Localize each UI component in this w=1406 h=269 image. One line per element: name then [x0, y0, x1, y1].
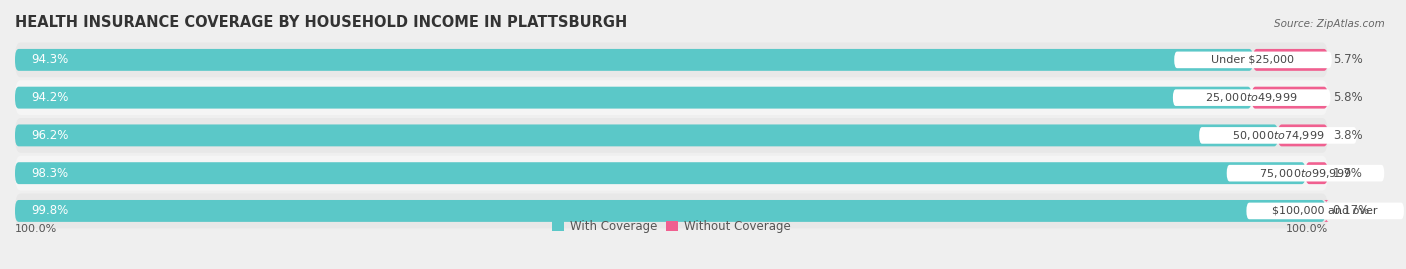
Text: 1.7%: 1.7%: [1333, 167, 1362, 180]
Text: 5.7%: 5.7%: [1333, 53, 1362, 66]
FancyBboxPatch shape: [15, 49, 1253, 71]
Text: 94.2%: 94.2%: [31, 91, 67, 104]
Text: 3.8%: 3.8%: [1333, 129, 1362, 142]
FancyBboxPatch shape: [15, 162, 1306, 184]
FancyBboxPatch shape: [1251, 87, 1327, 109]
Text: Source: ZipAtlas.com: Source: ZipAtlas.com: [1274, 19, 1385, 29]
FancyBboxPatch shape: [1278, 125, 1327, 146]
Text: 5.8%: 5.8%: [1333, 91, 1362, 104]
FancyBboxPatch shape: [15, 200, 1326, 222]
FancyBboxPatch shape: [15, 87, 1251, 109]
FancyBboxPatch shape: [1173, 89, 1330, 106]
FancyBboxPatch shape: [15, 194, 1327, 228]
FancyBboxPatch shape: [1306, 162, 1327, 184]
Text: 98.3%: 98.3%: [31, 167, 67, 180]
Text: 100.0%: 100.0%: [1285, 224, 1327, 233]
FancyBboxPatch shape: [1226, 165, 1385, 182]
Text: 100.0%: 100.0%: [15, 224, 58, 233]
FancyBboxPatch shape: [1323, 200, 1329, 222]
FancyBboxPatch shape: [15, 156, 1327, 190]
Text: $25,000 to $49,999: $25,000 to $49,999: [1205, 91, 1298, 104]
FancyBboxPatch shape: [15, 43, 1327, 77]
Text: 94.3%: 94.3%: [31, 53, 67, 66]
FancyBboxPatch shape: [1253, 49, 1327, 71]
FancyBboxPatch shape: [15, 125, 1278, 146]
Text: $100,000 and over: $100,000 and over: [1272, 206, 1378, 216]
Text: $50,000 to $74,999: $50,000 to $74,999: [1232, 129, 1324, 142]
FancyBboxPatch shape: [1174, 52, 1331, 68]
Text: 0.17%: 0.17%: [1333, 204, 1369, 217]
FancyBboxPatch shape: [1199, 127, 1357, 144]
Text: HEALTH INSURANCE COVERAGE BY HOUSEHOLD INCOME IN PLATTSBURGH: HEALTH INSURANCE COVERAGE BY HOUSEHOLD I…: [15, 15, 627, 30]
FancyBboxPatch shape: [15, 118, 1327, 153]
FancyBboxPatch shape: [15, 80, 1327, 115]
Legend: With Coverage, Without Coverage: With Coverage, Without Coverage: [547, 215, 796, 238]
Text: 96.2%: 96.2%: [31, 129, 67, 142]
Text: Under $25,000: Under $25,000: [1212, 55, 1295, 65]
Text: $75,000 to $99,999: $75,000 to $99,999: [1260, 167, 1351, 180]
FancyBboxPatch shape: [1246, 203, 1405, 219]
Text: 99.8%: 99.8%: [31, 204, 67, 217]
